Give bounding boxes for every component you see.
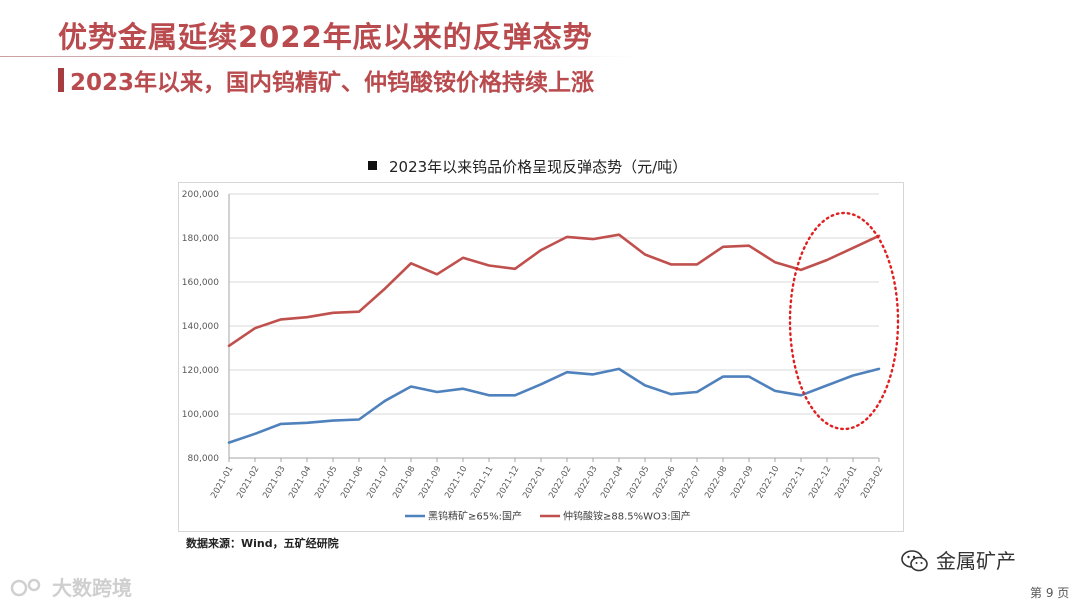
x-tick-label: 2021-07 — [365, 465, 391, 501]
x-tick-label: 2022-05 — [625, 465, 651, 501]
data-source: 数据来源：Wind，五矿经研院 — [186, 537, 339, 550]
page-number: 第 9 页 — [1030, 586, 1070, 600]
bullet-square-icon — [368, 161, 377, 170]
x-tick-label: 2021-12 — [495, 465, 521, 501]
legend-label: 仲钨酸铵≥88.5%WO3:国产 — [563, 510, 691, 523]
x-tick-label: 2021-01 — [209, 465, 235, 501]
legend-label: 黑钨精矿≥65%:国产 — [428, 510, 522, 523]
wechat-account: 金属矿产 — [900, 545, 1016, 579]
x-tick-label: 2021-11 — [469, 465, 495, 501]
x-tick-label: 2021-04 — [287, 465, 313, 501]
x-tick-label: 2021-03 — [261, 465, 287, 501]
series-line — [227, 233, 881, 348]
y-tick-label: 120,000 — [182, 366, 219, 376]
y-tick-label: 80,000 — [188, 454, 220, 464]
y-tick-label: 140,000 — [182, 322, 219, 332]
chart-frame — [178, 182, 904, 532]
subtitle-accent-bar — [58, 68, 64, 92]
x-tick-label: 2022-06 — [651, 465, 677, 501]
x-tick-label: 2022-04 — [599, 465, 625, 501]
x-tick-label: 2022-11 — [781, 465, 807, 501]
page-subtitle: 2023年以来，国内钨精矿、仲钨酸铵价格持续上涨 — [70, 70, 595, 96]
chart-title-text: 2023年以来钨品价格呈现反弹态势（元/吨） — [389, 158, 688, 176]
x-tick-label: 2021-06 — [339, 465, 365, 501]
x-tick-label: 2023-01 — [833, 465, 859, 501]
y-tick-label: 200,000 — [182, 190, 219, 200]
chart-title: 2023年以来钨品价格呈现反弹态势（元/吨） — [368, 156, 687, 177]
x-tick-label: 2022-01 — [521, 465, 547, 501]
series-line — [227, 367, 881, 444]
x-tick-label: 2022-12 — [807, 465, 833, 501]
x-tick-label: 2021-09 — [417, 465, 443, 501]
page-title: 优势金属延续2022年底以来的反弹态势 — [58, 20, 593, 54]
highlight-ellipse — [788, 211, 900, 431]
watermark-logo-icon — [10, 577, 46, 604]
x-tick-label: 2021-02 — [235, 465, 261, 501]
x-tick-label: 2022-08 — [703, 465, 729, 501]
x-tick-label: 2022-09 — [729, 465, 755, 501]
y-tick-label: 160,000 — [182, 278, 219, 288]
watermark-text: 大数跨境 — [52, 576, 132, 600]
x-tick-label: 2022-07 — [677, 465, 703, 501]
watermark: 大数跨境 — [10, 572, 132, 604]
title-divider — [0, 56, 640, 57]
y-tick-label: 100,000 — [182, 410, 219, 420]
x-tick-label: 2021-08 — [391, 465, 417, 501]
x-tick-label: 2021-10 — [443, 465, 469, 501]
x-tick-label: 2022-02 — [547, 465, 573, 501]
x-tick-label: 2022-03 — [573, 465, 599, 501]
y-tick-label: 180,000 — [182, 234, 219, 244]
x-tick-label: 2023-02 — [859, 465, 885, 501]
wechat-icon — [900, 548, 930, 579]
x-tick-label: 2021-05 — [313, 465, 339, 501]
x-tick-label: 2022-10 — [755, 465, 781, 501]
wechat-account-name: 金属矿产 — [936, 549, 1016, 573]
